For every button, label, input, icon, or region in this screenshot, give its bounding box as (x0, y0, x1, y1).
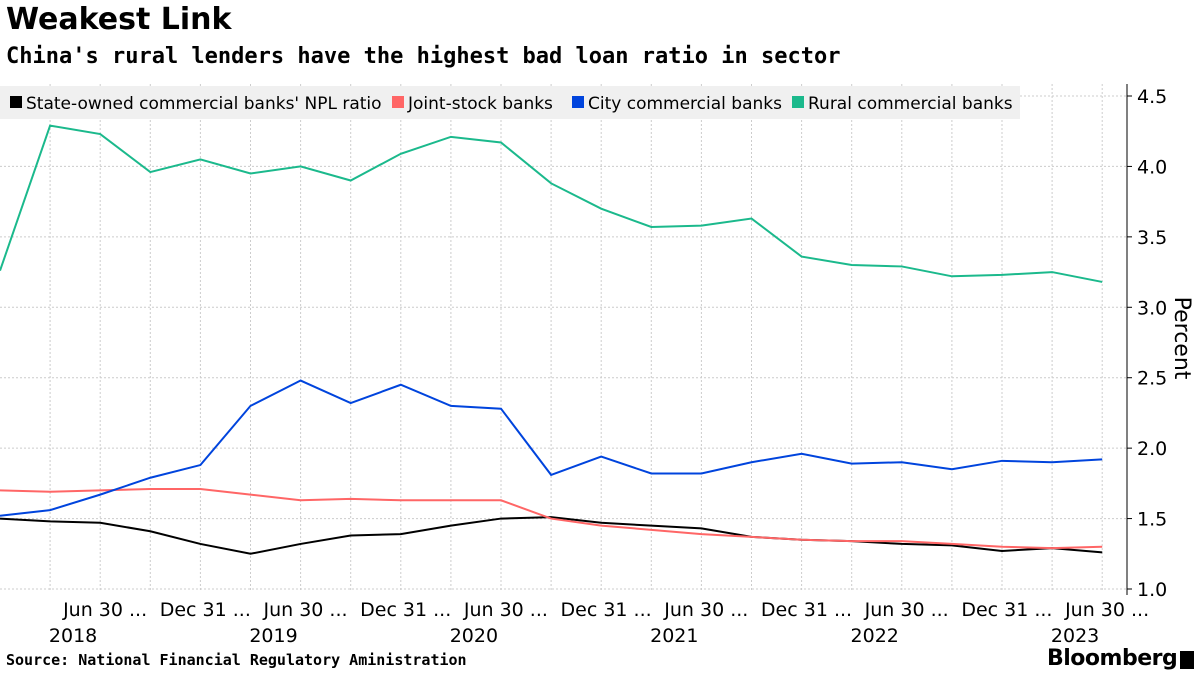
legend-label: State-owned commercial banks' NPL ratio (26, 94, 382, 114)
x-tick-label: Jun 30 ... (62, 599, 147, 621)
y-tick-label: 2.0 (1137, 438, 1167, 460)
x-tick-label: Jun 30 ... (1064, 599, 1149, 621)
y-tick-label: 2.5 (1137, 368, 1167, 390)
source-note: Source: National Financial Regulatory Am… (6, 651, 467, 669)
legend-swatch (392, 96, 404, 108)
legend-swatch (572, 96, 584, 108)
x-tick-label: Jun 30 ... (663, 599, 748, 621)
x-tick-label: Dec 31 ... (360, 599, 451, 621)
x-tick-label: Jun 30 ... (864, 599, 949, 621)
y-axis-label: Percent (1169, 297, 1194, 380)
chart-title: Weakest Link (6, 2, 232, 37)
legend-label: Rural commercial banks (808, 94, 1013, 114)
legend-swatch (792, 96, 804, 108)
chart-subtitle: China's rural lenders have the highest b… (6, 44, 841, 69)
x-year-label: 2018 (49, 625, 97, 647)
x-tick-label: Dec 31 ... (961, 599, 1052, 621)
bloomberg-mark-icon (1180, 651, 1194, 669)
x-tick-label: Dec 31 ... (160, 599, 251, 621)
x-year-label: 2019 (249, 625, 297, 647)
y-tick-label: 4.5 (1137, 86, 1167, 108)
y-tick-label: 4.0 (1137, 156, 1167, 178)
x-tick-label: Jun 30 ... (262, 599, 347, 621)
y-tick-label: 1.5 (1137, 509, 1167, 531)
x-tick-label: Jun 30 ... (463, 599, 548, 621)
y-tick-label: 1.0 (1137, 579, 1167, 601)
legend-label: Joint-stock banks (407, 94, 553, 114)
x-year-label: 2022 (851, 625, 899, 647)
y-tick-label: 3.5 (1137, 227, 1167, 249)
bloomberg-logo: Bloomberg (1047, 646, 1178, 671)
legend-label: City commercial banks (588, 94, 782, 114)
x-year-label: 2023 (1051, 625, 1099, 647)
x-tick-label: Dec 31 ... (761, 599, 852, 621)
x-year-label: 2020 (450, 625, 498, 647)
x-year-label: 2021 (650, 625, 698, 647)
y-tick-label: 3.0 (1137, 297, 1167, 319)
legend-swatch (10, 96, 22, 108)
legend-background (0, 86, 1020, 119)
x-tick-label: Dec 31 ... (561, 599, 652, 621)
